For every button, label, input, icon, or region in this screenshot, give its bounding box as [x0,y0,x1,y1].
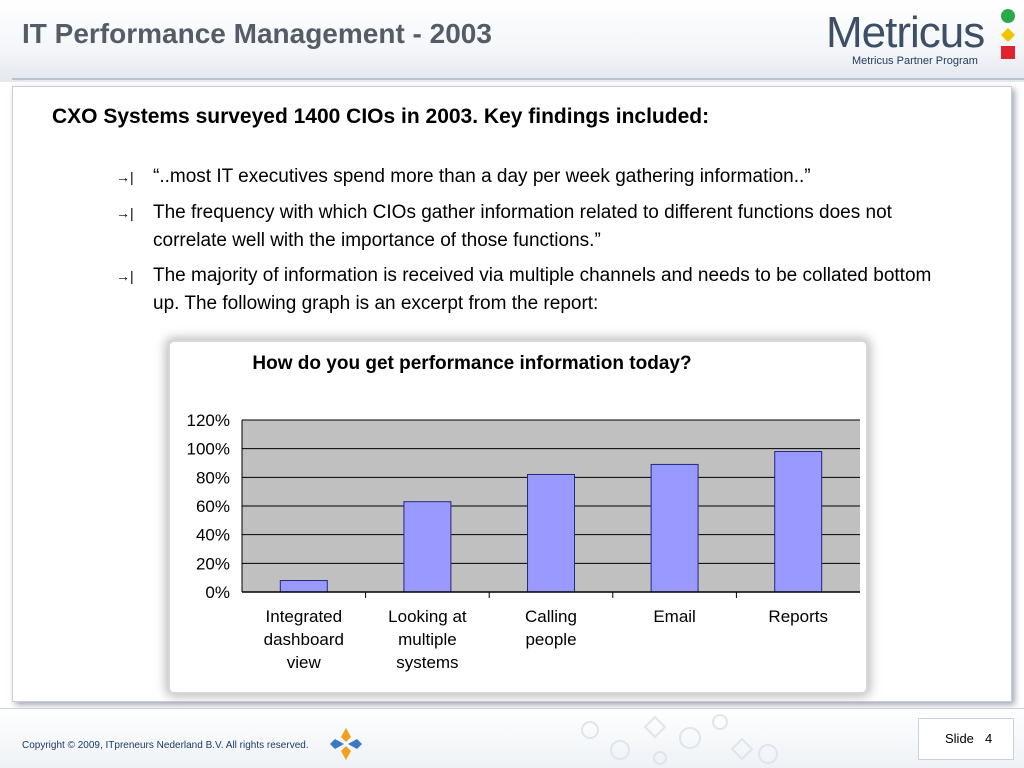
x-tick-label: Email [653,607,696,626]
logo-icon [1001,9,1015,59]
decorative-pattern [581,714,778,765]
bar-chart: How do you get performance information t… [187,353,860,672]
bullet-arrow-icon: →| [116,169,134,185]
logo-tagline: Metricus Partner Program [852,55,978,67]
x-tick-label: Looking at multiple systems [388,607,467,672]
slide-label: Slide [945,731,974,746]
bullet-arrow-icon: →| [116,268,134,284]
bullet-text: The frequency with which CIOs gather inf… [153,202,892,251]
y-tick-label: 80% [196,468,230,487]
slide-number-box: Slide 4 [918,718,1014,760]
y-tick-label: 120% [187,411,230,430]
y-tick-label: 100% [187,440,230,459]
x-tick-label: Integrated dashboard view [264,607,344,672]
bar [774,451,823,593]
title-band [0,0,1024,82]
x-tick-label: Calling people [525,607,577,649]
bullet-text: The majority of information is received … [153,265,932,314]
itpreneurs-logo-icon [330,728,362,760]
bullet-text: “..most IT executives spend more than a … [153,166,811,187]
bar [527,473,575,593]
logo-yellow-diamond [1001,28,1015,42]
copyright-text: Copyright © 2009, ITpreneurs Nederland B… [22,740,309,751]
y-tick-label: 40% [196,526,230,545]
headline: CXO Systems surveyed 1400 CIOs in 2003. … [52,105,710,128]
logo-wordmark: Metricus [826,8,985,57]
x-tick-label: Reports [768,607,828,626]
bullet-item: →| “..most IT executives spend more than… [116,163,966,193]
slide-number: 4 [985,731,993,746]
footer-band [0,708,1024,768]
y-tick-label: 20% [196,554,230,573]
logo-green-dot [1001,9,1015,23]
slide-title: IT Performance Management - 2003 [22,18,492,49]
logo-red-square [1001,46,1015,59]
bullet-item: →| The frequency with which CIOs gather … [116,199,966,257]
y-tick-label: 60% [196,497,230,516]
bar [279,580,328,593]
title-divider [12,78,1024,80]
bullet-arrow-icon: →| [116,205,134,221]
footer-divider [0,708,1024,709]
bar [403,501,452,593]
y-tick-label: 0% [205,583,230,602]
bar [650,463,699,593]
bullet-item: →| The majority of information is receiv… [116,262,966,320]
chart-title: How do you get performance information t… [252,353,691,374]
chart-frame: How do you get performance information t… [168,340,868,694]
